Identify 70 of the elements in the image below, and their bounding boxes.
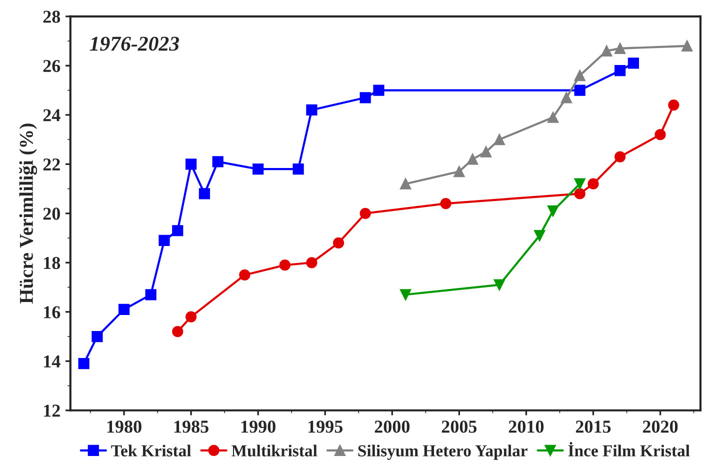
y-tick-label: 22 bbox=[43, 158, 60, 170]
point bbox=[547, 205, 559, 216]
point bbox=[279, 260, 290, 271]
point bbox=[614, 65, 626, 76]
point bbox=[614, 151, 626, 162]
point bbox=[560, 92, 572, 104]
y-tick-label: 28 bbox=[43, 10, 60, 23]
point bbox=[198, 188, 210, 200]
y-tick-label: 12 bbox=[44, 404, 60, 417]
point bbox=[292, 164, 304, 175]
y-tick-label: 24 bbox=[43, 109, 60, 122]
point bbox=[534, 230, 546, 242]
y-tick-label: 14 bbox=[44, 355, 60, 368]
point bbox=[332, 237, 344, 248]
point bbox=[574, 84, 586, 96]
point bbox=[400, 289, 412, 300]
point bbox=[145, 289, 156, 300]
point bbox=[454, 166, 465, 178]
point bbox=[547, 112, 559, 123]
point bbox=[668, 100, 680, 111]
x-tick-label: 2010 bbox=[508, 420, 544, 433]
point bbox=[373, 84, 384, 96]
point bbox=[494, 134, 505, 146]
legend-label: Silisyum Hetero Yapılar bbox=[358, 444, 528, 460]
point bbox=[172, 225, 184, 236]
y-tick-label: 26 bbox=[43, 60, 60, 72]
point bbox=[186, 158, 197, 170]
y-axis-title: Hücre Verimliliği (%) bbox=[19, 124, 38, 304]
legend-label: Tek Kristal bbox=[111, 444, 192, 456]
annotation: 1976-2023 bbox=[90, 36, 180, 51]
point bbox=[574, 70, 586, 82]
x-tick-label: 2015 bbox=[576, 420, 611, 433]
x-tick-label: 1985 bbox=[174, 420, 208, 433]
point bbox=[118, 304, 130, 315]
point bbox=[92, 330, 103, 342]
legend-label: Multikristal bbox=[232, 444, 318, 456]
point bbox=[212, 156, 224, 168]
point bbox=[360, 92, 371, 104]
point bbox=[239, 269, 250, 281]
x-tick-label: 2000 bbox=[374, 420, 410, 433]
point bbox=[628, 58, 640, 69]
point bbox=[78, 358, 90, 370]
point bbox=[601, 45, 612, 56]
point bbox=[360, 208, 371, 219]
point bbox=[440, 198, 452, 210]
y-tick-label: 18 bbox=[44, 256, 60, 270]
x-tick-label: 1990 bbox=[241, 420, 276, 433]
point bbox=[172, 326, 184, 338]
point bbox=[306, 104, 318, 116]
y-tick-label: 16 bbox=[44, 306, 60, 318]
point bbox=[588, 178, 599, 190]
point bbox=[306, 257, 318, 268]
x-tick-label: 1980 bbox=[107, 420, 142, 433]
point bbox=[252, 164, 264, 175]
point bbox=[400, 178, 412, 190]
point bbox=[574, 188, 586, 200]
point bbox=[574, 178, 586, 190]
point bbox=[480, 146, 492, 158]
point bbox=[186, 311, 197, 322]
x-tick-label: 1995 bbox=[308, 420, 343, 433]
legend-label: İnce Film Kristal bbox=[568, 442, 690, 456]
x-tick-label: 2005 bbox=[442, 420, 477, 433]
y-tick-label: 20 bbox=[43, 208, 60, 220]
point bbox=[467, 154, 478, 165]
point bbox=[158, 234, 170, 246]
point bbox=[614, 42, 626, 54]
point bbox=[682, 40, 693, 52]
point bbox=[494, 279, 505, 290]
point bbox=[654, 129, 666, 140]
x-tick-label: 2020 bbox=[642, 420, 678, 433]
